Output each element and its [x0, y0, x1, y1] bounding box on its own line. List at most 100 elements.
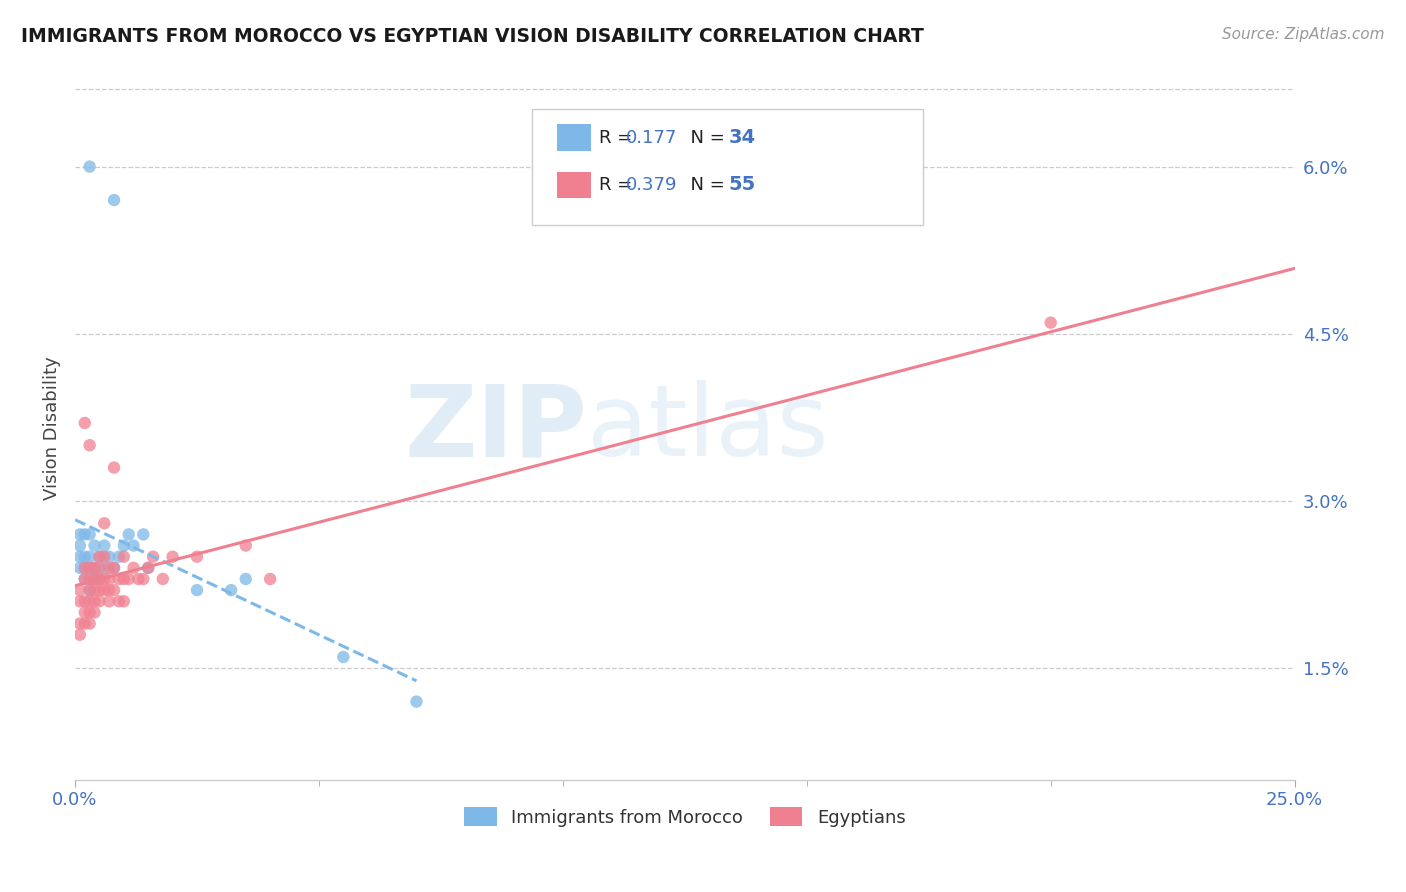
Point [69, 594, 91, 608]
Point [73, 606, 96, 620]
Text: 0.177: 0.177 [626, 128, 678, 147]
Point [103, 460, 125, 475]
Point [127, 572, 149, 586]
Point [93, 549, 115, 564]
Point [73, 561, 96, 575]
Point [98, 549, 121, 564]
Point [79, 583, 101, 598]
Point [98, 561, 121, 575]
Point [89, 572, 111, 586]
Point [79, 527, 101, 541]
Point [118, 572, 141, 586]
Text: N =: N = [679, 176, 730, 194]
Point [112, 572, 135, 586]
Point [136, 561, 159, 575]
Point [73, 594, 96, 608]
Point [136, 561, 159, 575]
Point [79, 572, 101, 586]
Point [69, 628, 91, 642]
Point [89, 583, 111, 598]
Point [73, 572, 96, 586]
Point [79, 438, 101, 452]
Point [132, 527, 155, 541]
Point [89, 549, 111, 564]
Point [112, 549, 135, 564]
Point [69, 549, 91, 564]
Point [103, 561, 125, 575]
Point [332, 650, 354, 665]
Point [89, 549, 111, 564]
Point [93, 572, 115, 586]
Text: 0.379: 0.379 [626, 176, 678, 194]
Point [162, 549, 184, 564]
Point [73, 561, 96, 575]
Text: Source: ZipAtlas.com: Source: ZipAtlas.com [1222, 27, 1385, 42]
Point [79, 561, 101, 575]
Point [98, 572, 121, 586]
Point [89, 594, 111, 608]
Point [79, 549, 101, 564]
Point [219, 583, 242, 598]
Text: R =: R = [599, 128, 638, 147]
Point [1039, 316, 1062, 330]
Point [405, 695, 427, 709]
Point [93, 516, 115, 531]
Point [83, 583, 105, 598]
Point [259, 572, 281, 586]
Point [83, 572, 105, 586]
Point [79, 160, 101, 174]
Point [79, 583, 101, 598]
Point [73, 549, 96, 564]
Point [73, 616, 96, 631]
Point [103, 583, 125, 598]
Point [83, 561, 105, 575]
Point [108, 594, 131, 608]
Point [79, 616, 101, 631]
Text: atlas: atlas [588, 380, 830, 477]
Point [103, 193, 125, 207]
Point [79, 594, 101, 608]
Point [132, 572, 155, 586]
Point [89, 572, 111, 586]
Text: ZIP: ZIP [405, 380, 588, 477]
Text: R =: R = [599, 176, 638, 194]
Point [152, 572, 174, 586]
Point [89, 561, 111, 575]
Point [93, 561, 115, 575]
Point [98, 583, 121, 598]
Point [93, 539, 115, 553]
Text: 34: 34 [728, 128, 756, 147]
Point [235, 572, 257, 586]
Point [112, 539, 135, 553]
Point [186, 583, 208, 598]
Text: N =: N = [679, 128, 730, 147]
Point [103, 561, 125, 575]
Point [83, 561, 105, 575]
Point [235, 539, 257, 553]
Point [83, 572, 105, 586]
Point [69, 561, 91, 575]
Point [98, 594, 121, 608]
FancyBboxPatch shape [533, 109, 922, 225]
Point [69, 539, 91, 553]
Point [69, 616, 91, 631]
Point [73, 572, 96, 586]
Point [93, 583, 115, 598]
Point [79, 561, 101, 575]
Text: 55: 55 [728, 176, 756, 194]
Point [122, 561, 145, 575]
Point [112, 594, 135, 608]
Point [142, 549, 165, 564]
Point [186, 549, 208, 564]
Point [108, 572, 131, 586]
Point [122, 539, 145, 553]
Point [108, 549, 131, 564]
Bar [557, 125, 591, 151]
Point [69, 527, 91, 541]
Legend: Immigrants from Morocco, Egyptians: Immigrants from Morocco, Egyptians [457, 800, 912, 834]
Point [83, 539, 105, 553]
Point [69, 583, 91, 598]
Point [79, 606, 101, 620]
Y-axis label: Vision Disability: Vision Disability [44, 357, 60, 500]
Point [73, 527, 96, 541]
